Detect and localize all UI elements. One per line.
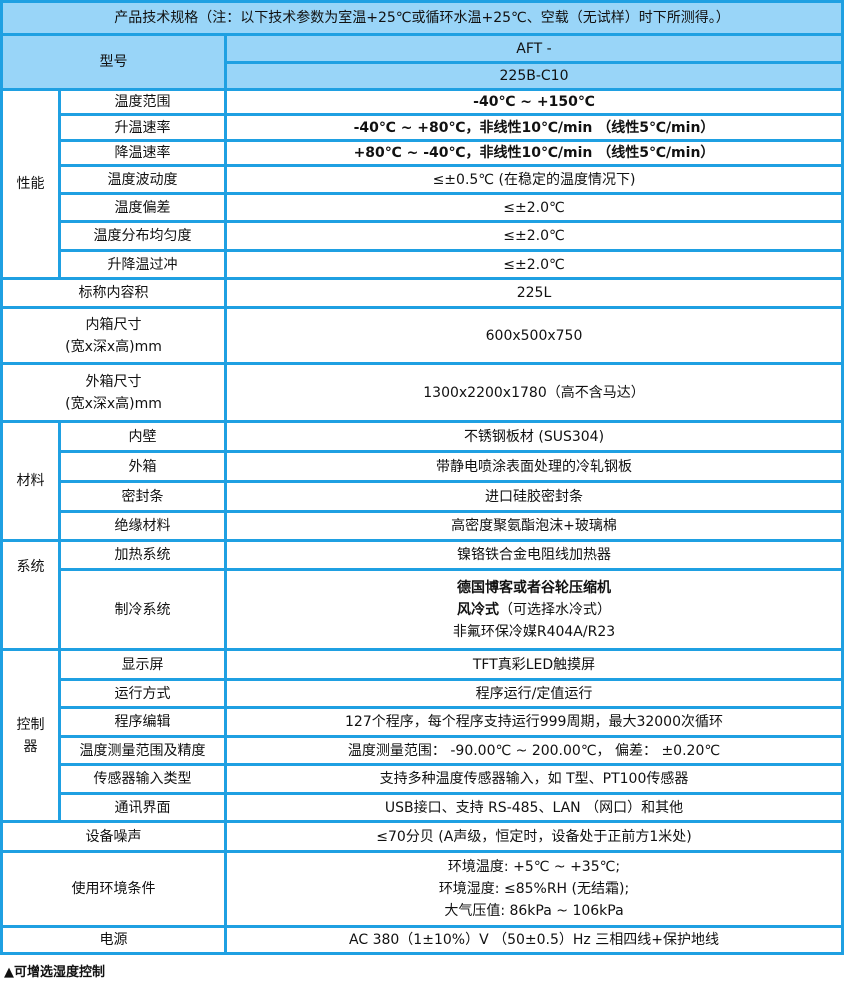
row-value: ≤±2.0℃: [224, 192, 844, 223]
volume-value: 225L: [224, 277, 844, 309]
environment-label: 使用环境条件: [0, 850, 227, 928]
env-line3: 大气压值: 86kPa ~ 106kPa: [444, 903, 624, 919]
row-value: TFT真彩LED触摸屏: [224, 648, 844, 681]
row-value: 支持多种温度传感器输入，如 T型、PT100传感器: [224, 763, 844, 795]
env-line2: 环境湿度: ≤85%RH (无结霜);: [438, 881, 630, 897]
power-value: AC 380（1±10%）V （50±0.5）Hz 三相四线+保护地线: [224, 925, 844, 955]
row-label: 通讯界面: [58, 792, 227, 823]
row-label: 升温速率: [58, 113, 227, 142]
row-label: 传感器输入类型: [58, 763, 227, 795]
row-label: 温度测量范围及精度: [58, 735, 227, 766]
row-label: 温度范围: [58, 88, 227, 116]
controller-group: 控制器: [0, 648, 61, 823]
row-value: 镍铬铁合金电阻线加热器: [224, 539, 844, 571]
volume-label: 标称内容积: [0, 277, 227, 309]
row-value: +80℃ ~ -40℃，非线性10℃/min （线性5℃/min）: [224, 139, 844, 167]
row-label: 温度分布均匀度: [58, 220, 227, 252]
row-value: 程序运行/定值运行: [224, 678, 844, 709]
row-label: 密封条: [58, 480, 227, 513]
outer-label-line1: 外箱尺寸: [85, 373, 142, 390]
cooling-line3: 非氟环保冷媒R404A/R23: [452, 623, 616, 640]
env-line1: 环境温度: +5℃ ~ +35℃;: [447, 859, 621, 875]
row-value: 带静电喷涂表面处理的冷轧钢板: [224, 450, 844, 483]
model-line2: 225B-C10: [224, 61, 844, 91]
row-label: 制冷系统: [58, 568, 227, 651]
cooling-line2-bold: 风冷式: [457, 601, 499, 618]
row-label: 显示屏: [58, 648, 227, 681]
inner-size-label: 内箱尺寸 (宽x深x高)mm: [0, 306, 227, 365]
cooling-value: 德国博客或者谷轮压缩机 风冷式（可选择水冷式） 非氟环保冷媒R404A/R23: [224, 568, 844, 651]
row-value: 进口硅胶密封条: [224, 480, 844, 513]
row-label: 绝缘材料: [58, 510, 227, 542]
row-label: 温度偏差: [58, 192, 227, 223]
row-label: 加热系统: [58, 539, 227, 571]
spec-table: 产品技术规格（注：以下技术参数为室温+25℃或循环水温+25℃、空载（无试样）时…: [0, 0, 844, 955]
row-value: 127个程序，每个程序支持运行999周期，最大32000次循环: [224, 706, 844, 738]
footnote: ▲可增选湿度控制: [4, 965, 105, 980]
row-value: 不锈钢板材 (SUS304): [224, 420, 844, 453]
power-label: 电源: [0, 925, 227, 955]
performance-group: 性能: [0, 88, 61, 280]
row-value: ≤±2.0℃: [224, 220, 844, 252]
row-value: -40℃ ~ +150℃: [224, 88, 844, 116]
environment-value: 环境温度: +5℃ ~ +35℃; 环境湿度: ≤85%RH (无结霜); 大气…: [224, 850, 844, 928]
table-title: 产品技术规格（注：以下技术参数为室温+25℃或循环水温+25℃、空载（无试样）时…: [0, 0, 844, 36]
row-label: 升降温过冲: [58, 249, 227, 280]
inner-label-line2: (宽x深x高)mm: [65, 338, 162, 355]
row-value: 高密度聚氨酯泡沫+玻璃棉: [224, 510, 844, 542]
outer-label-line2: (宽x深x高)mm: [65, 395, 162, 412]
controller-group-line2: 器: [23, 738, 38, 755]
inner-size-value: 600x500x750: [224, 306, 844, 365]
row-label: 外箱: [58, 450, 227, 483]
row-value: -40℃ ~ +80℃，非线性10℃/min （线性5℃/min）: [224, 113, 844, 142]
row-value: 温度测量范围： -90.00℃ ~ 200.00℃， 偏差： ±0.20℃: [224, 735, 844, 766]
system-group: 系统: [0, 539, 61, 651]
noise-value: ≤70分贝 (A声级，恒定时，设备处于正前方1米处): [224, 820, 844, 853]
model-label: 型号: [0, 33, 227, 91]
outer-size-label: 外箱尺寸 (宽x深x高)mm: [0, 362, 227, 423]
model-line1: AFT -: [224, 33, 844, 64]
cooling-line1: 德国博客或者谷轮压缩机: [457, 579, 611, 596]
row-label: 程序编辑: [58, 706, 227, 738]
controller-group-line1: 控制: [16, 716, 45, 733]
row-value: USB接口、支持 RS-485、LAN （网口）和其他: [224, 792, 844, 823]
material-group: 材料: [0, 420, 61, 542]
row-label: 内壁: [58, 420, 227, 453]
row-label: 降温速率: [58, 139, 227, 167]
cooling-line2-rest: （可选择水冷式）: [499, 601, 611, 618]
inner-label-line1: 内箱尺寸: [85, 316, 142, 333]
row-label: 温度波动度: [58, 164, 227, 195]
row-value: ≤±0.5℃ (在稳定的温度情况下): [224, 164, 844, 195]
noise-label: 设备噪声: [0, 820, 227, 853]
row-value: ≤±2.0℃: [224, 249, 844, 280]
outer-size-value: 1300x2200x1780（高不含马达）: [224, 362, 844, 423]
cooling-line2: 风冷式（可选择水冷式）: [227, 599, 841, 621]
row-label: 运行方式: [58, 678, 227, 709]
